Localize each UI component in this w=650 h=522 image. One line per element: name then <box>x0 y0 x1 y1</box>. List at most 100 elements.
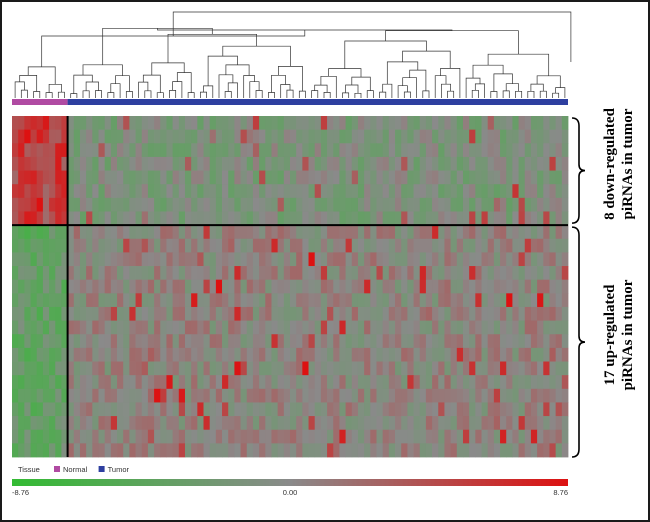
heatmap-cell <box>104 156 112 171</box>
heatmap-cell <box>110 429 118 444</box>
heatmap-cell <box>456 443 464 458</box>
heatmap-cell <box>444 238 452 253</box>
heatmap-cell <box>432 156 439 171</box>
heatmap-cell <box>345 320 353 335</box>
up-label-line1: 17 up-regulated <box>602 284 618 386</box>
heatmap-cell <box>364 293 371 308</box>
heatmap-cell <box>506 334 513 349</box>
heatmap-cell <box>524 334 532 349</box>
heatmap-cell <box>320 156 328 171</box>
heatmap-cell <box>79 347 87 362</box>
heatmap-cell <box>370 238 377 253</box>
heatmap-cell <box>530 266 538 281</box>
heatmap-cell <box>302 238 309 253</box>
heatmap-cell <box>382 293 390 308</box>
heatmap-cell <box>252 361 260 376</box>
heatmap-cell <box>203 252 211 267</box>
heatmap-cell <box>327 306 334 321</box>
heatmap-cell <box>364 211 371 226</box>
heatmap-cell <box>549 225 557 240</box>
heatmap-cell <box>160 266 167 281</box>
heatmap-cell <box>160 443 167 458</box>
heatmap-cell <box>24 320 31 335</box>
heatmap-cell <box>555 429 563 444</box>
heatmap-cell <box>178 252 186 267</box>
heatmap-cell <box>370 306 377 321</box>
heatmap-cell <box>24 225 31 240</box>
heatmap-cell <box>61 293 68 308</box>
heatmap-cell <box>160 320 167 335</box>
heatmap-cell <box>481 416 489 431</box>
heatmap-cell <box>543 306 550 321</box>
heatmap-cell <box>351 375 359 390</box>
heatmap-cell <box>438 252 445 267</box>
legend-label-normal: Normal <box>63 465 88 474</box>
heatmap-cell <box>345 388 353 403</box>
heatmap-cell <box>141 238 149 253</box>
heatmap-cell <box>302 143 309 158</box>
heatmap-cell <box>203 129 211 144</box>
heatmap-cell <box>487 170 495 185</box>
heatmap-cell <box>530 238 538 253</box>
heatmap-cell <box>549 293 557 308</box>
heatmap-cell <box>388 143 396 158</box>
heatmap-cell <box>561 143 569 158</box>
heatmap-cell <box>18 429 25 444</box>
heatmap-cell <box>419 238 427 253</box>
heatmap-cell <box>49 266 56 281</box>
heatmap-cell <box>345 143 353 158</box>
heatmap-cell <box>178 361 186 376</box>
heatmap-cell <box>333 252 340 267</box>
heatmap-cell <box>469 388 476 403</box>
heatmap-cell <box>191 156 198 171</box>
heatmap-cell <box>92 225 99 240</box>
heatmap-cell <box>178 170 186 185</box>
heatmap-cell <box>246 293 254 308</box>
heatmap-cell <box>370 156 377 171</box>
heatmap-cell <box>222 293 229 308</box>
heatmap-cell <box>147 116 155 131</box>
heatmap-cell <box>395 225 402 240</box>
heatmap-cell <box>98 184 106 199</box>
heatmap-cell <box>290 334 297 349</box>
heatmap-cell <box>73 225 81 240</box>
heatmap-cell <box>184 347 192 362</box>
heatmap-cell <box>104 334 112 349</box>
heatmap-cell <box>283 266 291 281</box>
heatmap-cell <box>413 443 421 458</box>
heatmap-cell <box>456 143 464 158</box>
heatmap-cell <box>357 184 365 199</box>
heatmap-cell <box>117 347 124 362</box>
heatmap-cell <box>493 306 501 321</box>
heatmap-cell <box>12 388 19 403</box>
heatmap-cell <box>364 306 371 321</box>
heatmap-cell <box>18 225 25 240</box>
heatmap-cell <box>388 197 396 212</box>
heatmap-cell <box>172 279 180 294</box>
heatmap-cell <box>42 375 50 390</box>
heatmap-cell <box>296 279 303 294</box>
heatmap-cell <box>129 279 136 294</box>
heatmap-cell <box>79 388 87 403</box>
heatmap-cell <box>462 361 470 376</box>
heatmap-cell <box>506 225 513 240</box>
heatmap-cell <box>191 225 198 240</box>
heatmap-cell <box>357 375 365 390</box>
heatmap-cell <box>160 184 167 199</box>
heatmap-cell <box>73 116 81 131</box>
heatmap-cell <box>481 429 489 444</box>
heatmap-cell <box>413 238 421 253</box>
heatmap-cell <box>252 129 260 144</box>
heatmap-cell <box>197 279 204 294</box>
heatmap-cell <box>438 170 445 185</box>
heatmap-cell <box>283 375 291 390</box>
heatmap-cell <box>252 225 260 240</box>
heatmap-cell <box>234 143 241 158</box>
heatmap-cell <box>333 416 340 431</box>
heatmap-cell <box>104 143 112 158</box>
heatmap-cell <box>432 252 439 267</box>
heatmap-cell <box>228 129 235 144</box>
heatmap-cell <box>209 361 217 376</box>
heatmap-cell <box>172 197 180 212</box>
heatmap-cell <box>438 334 445 349</box>
